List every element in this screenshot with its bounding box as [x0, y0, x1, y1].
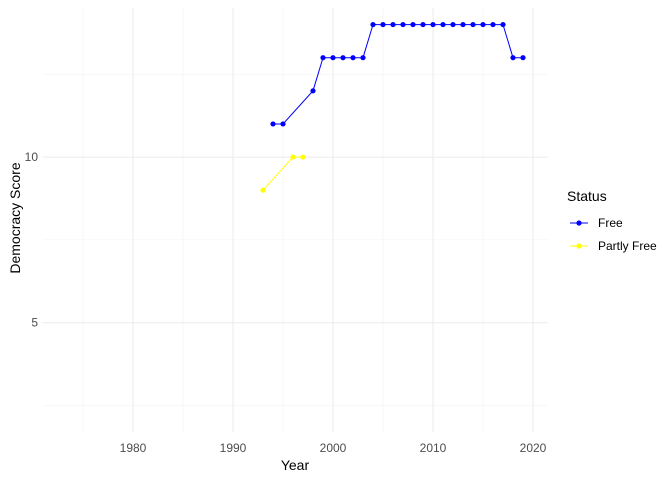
data-point-free-2014: [470, 21, 476, 28]
data-point-free-2015: [480, 21, 486, 28]
x-axis-ticks: 1980 1990 2000 2010 2020: [120, 441, 547, 455]
data-point-free-2012: [450, 21, 456, 28]
data-point-free-2006: [390, 21, 396, 28]
x-tick-label-1980: 1980: [120, 441, 147, 455]
x-tick-label-2010: 2010: [420, 441, 447, 455]
y-axis-title: Democracy Score: [7, 162, 23, 273]
data-point-free-1998: [310, 88, 316, 94]
grid: [43, 8, 548, 432]
data-point-free-1995: [280, 121, 286, 127]
data-point-free-2000: [330, 55, 336, 61]
data-point-free-1994: [270, 121, 276, 127]
x-axis-title: Year: [281, 457, 310, 473]
legend-key-point-free: [576, 220, 582, 226]
data-point-free-2003: [360, 55, 366, 61]
data-point-free-2018: [510, 55, 516, 61]
data-point-free-2009: [420, 21, 426, 28]
data-point-free-2017: [500, 21, 506, 28]
data-point-free-2001: [340, 55, 346, 61]
data-point-free-2010: [430, 21, 436, 28]
data-point-free-2007: [400, 21, 406, 28]
series-free: [270, 21, 526, 127]
data-point-free-2013: [460, 21, 466, 28]
y-tick-label-10: 10: [25, 150, 39, 164]
legend-item-free: Free: [570, 216, 623, 230]
data-point-free-2004: [370, 21, 376, 28]
legend-item-partly-free: Partly Free: [570, 239, 657, 253]
x-tick-label-2020: 2020: [520, 441, 547, 455]
y-axis-ticks: 5 10: [25, 150, 39, 330]
legend-label-free: Free: [598, 216, 623, 230]
x-tick-label-2000: 2000: [320, 441, 347, 455]
data-point-free-2008: [410, 21, 416, 28]
legend-label-partly-free: Partly Free: [598, 239, 657, 253]
data-point-partly-free-1996: [290, 154, 296, 160]
data-point-free-2011: [440, 21, 446, 28]
legend-key-point-partly-free: [576, 243, 582, 249]
legend: Status Free Partly Free: [567, 188, 657, 253]
data-point-free-2002: [350, 55, 356, 61]
series-partly-free: [260, 154, 306, 193]
data-point-free-2005: [380, 21, 386, 28]
data-point-partly-free-1993: [260, 187, 266, 193]
legend-title: Status: [567, 188, 607, 204]
series-layer: [260, 21, 526, 193]
data-point-partly-free-1997: [300, 154, 306, 160]
y-tick-label-5: 5: [31, 316, 38, 330]
data-point-free-1999: [320, 55, 326, 61]
x-tick-label-1990: 1990: [220, 441, 247, 455]
data-point-free-2019: [520, 55, 526, 61]
data-point-free-2016: [490, 21, 496, 28]
